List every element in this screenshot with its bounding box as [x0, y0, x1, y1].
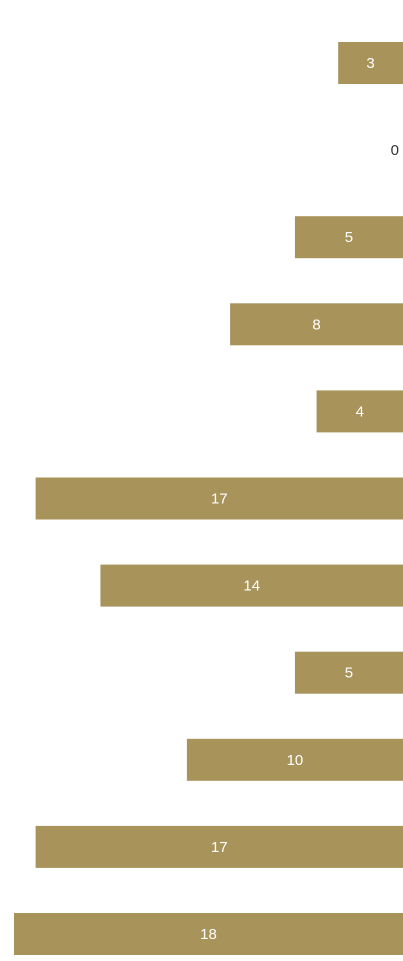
bar-4 — [316, 390, 403, 433]
bar-0 — [338, 42, 403, 84]
bar-9 — [35, 825, 403, 868]
bar-value-label-8: 10 — [287, 752, 304, 769]
bar-2 — [294, 216, 403, 259]
bar-5 — [35, 477, 403, 520]
bar-10 — [14, 913, 403, 955]
bar-7 — [294, 651, 403, 694]
bar-8 — [186, 738, 403, 781]
bar-value-label-2: 5 — [345, 229, 353, 246]
bar-value-label-1: 0 — [391, 142, 399, 159]
bar-value-label-3: 8 — [312, 316, 320, 333]
bar-6 — [100, 564, 403, 607]
bar-value-label-4: 4 — [356, 403, 364, 420]
bar-value-label-6: 14 — [243, 578, 260, 595]
bar-value-label-7: 5 — [345, 665, 353, 682]
bar-value-label-0: 3 — [366, 55, 374, 72]
bar-3 — [230, 303, 403, 346]
bar-value-label-10: 18 — [200, 926, 217, 943]
bar-value-label-5: 17 — [211, 491, 228, 508]
bar-value-label-9: 17 — [211, 839, 228, 856]
